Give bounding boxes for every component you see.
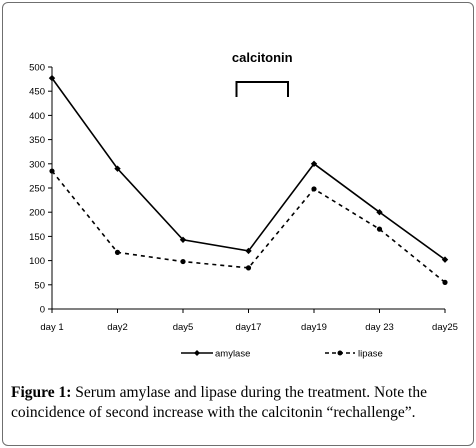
legend-label-lipase: lipase [358, 349, 383, 360]
series-line-amylase [51, 77, 446, 261]
caption-label: Figure 1: [11, 384, 72, 401]
y-tick-label: 50 [34, 280, 45, 291]
x-tick-label: day19 [301, 322, 327, 333]
x-axis-ticks: day 1 day2 day5 day17 day19 day 23 day25 [40, 309, 458, 333]
data-point-amylase [48, 74, 56, 82]
data-point-amylase [376, 209, 383, 216]
legend-marker-lipase [337, 350, 343, 356]
data-point-amylase [245, 247, 252, 255]
data-point-lipase [442, 279, 448, 285]
data-point-lipase [49, 168, 55, 174]
data-point-lipase [114, 249, 121, 255]
data-point-amylase [179, 236, 187, 243]
annotation-bracket [235, 81, 289, 97]
y-axis-ticks: 0 50 100 150 200 250 300 350 400 450 500 [29, 63, 52, 316]
x-tick-label: day 1 [40, 322, 63, 333]
y-tick-label: 500 [29, 63, 45, 74]
line-chart: 0 50 100 150 200 250 300 350 400 450 500 day 1 day2… [29, 50, 458, 360]
y-tick-label: 400 [29, 111, 45, 122]
x-tick-label: day5 [173, 322, 194, 333]
y-tick-label: 450 [29, 87, 45, 98]
data-point-lipase [311, 186, 317, 192]
x-tick-label: day 23 [365, 322, 394, 333]
data-point-amylase [114, 165, 121, 172]
x-tick-label: day17 [236, 322, 262, 333]
data-point-lipase [180, 258, 186, 265]
chart-legend: amylase lipase [181, 349, 383, 360]
data-point-lipase [245, 265, 252, 271]
legend-marker-amylase [194, 350, 200, 356]
caption-text: Serum amylase and lipase during the trea… [11, 384, 427, 421]
y-tick-label: 150 [29, 232, 45, 243]
data-point-amylase [441, 256, 449, 263]
y-tick-label: 300 [29, 159, 45, 170]
y-tick-label: 0 [40, 305, 45, 316]
series-layer [48, 74, 449, 285]
figure-caption: Figure 1: Serum amylase and lipase durin… [11, 383, 473, 423]
chart-axes [51, 67, 445, 310]
y-tick-label: 200 [29, 208, 45, 219]
y-tick-label: 100 [29, 256, 45, 267]
legend-label-amylase: amylase [215, 349, 250, 360]
annotation-label: calcitonin [232, 50, 293, 65]
y-tick-label: 350 [29, 135, 45, 146]
data-point-lipase [376, 226, 383, 232]
x-tick-label: day2 [107, 322, 128, 333]
x-tick-label: day25 [432, 322, 458, 333]
y-tick-label: 250 [29, 184, 45, 195]
data-point-amylase [310, 160, 318, 167]
calcitonin-annotation: calcitonin [232, 50, 293, 97]
